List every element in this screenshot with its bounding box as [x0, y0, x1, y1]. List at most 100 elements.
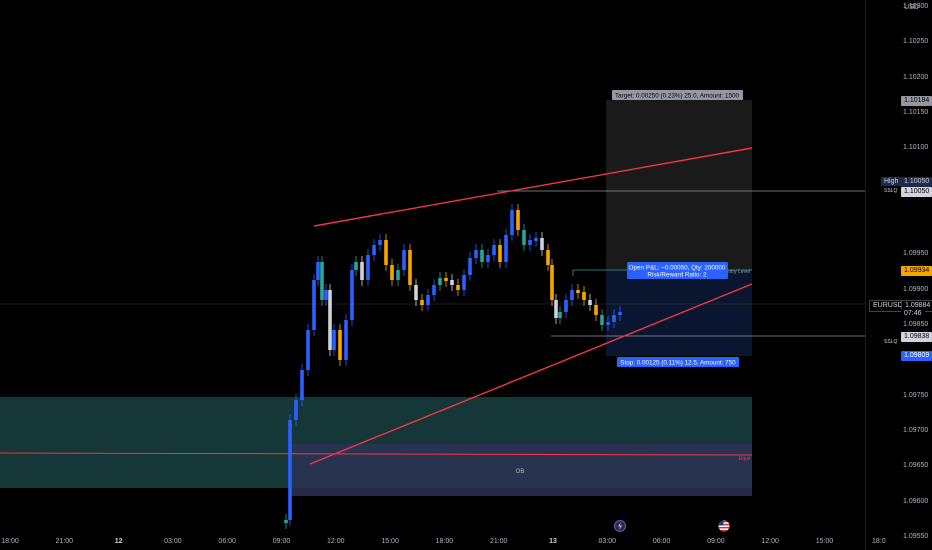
sslq-tag-label: SSLQ — [881, 337, 901, 347]
candle-body — [396, 270, 400, 280]
ssl-top-tag: SSLQ — [881, 186, 901, 196]
ob-label: OB — [516, 469, 525, 475]
svg-text:Target: 0.00250 (0.23%) 25.0,: Target: 0.00250 (0.23%) 25.0, Amount: 15… — [615, 93, 739, 100]
candle-body — [600, 315, 604, 325]
candle-body — [534, 238, 538, 241]
candle-body — [474, 250, 478, 258]
target-box[interactable] — [606, 100, 752, 270]
svg-text:Stop: 0.00125 (0.11%) 12.5, Am: Stop: 0.00125 (0.11%) 12.5, Amount: 750 — [620, 360, 736, 367]
svg-text:Risk/Reward Ratio: 2: Risk/Reward Ratio: 2 — [647, 272, 707, 279]
time-tick-label: 09:00 — [707, 538, 725, 545]
candle-body — [554, 300, 558, 318]
time-tick-label: 12:00 — [327, 538, 345, 545]
target-price-tag: 1.10184 — [901, 96, 932, 106]
time-tick-label: 03:00 — [598, 538, 617, 545]
candle-body — [332, 330, 336, 350]
candle-body — [540, 238, 544, 250]
time-axis[interactable]: 18:00 21:00 12 03:00 06:00 09:00 12:00 15:00 18:… — [0, 520, 886, 550]
candle-body — [606, 322, 610, 325]
candle-body — [438, 278, 442, 285]
sslq-price-tag: 1.09838 — [901, 332, 932, 342]
candle-body — [528, 240, 532, 245]
candle-body — [582, 292, 586, 300]
candle-body — [468, 258, 472, 275]
target-label[interactable]: Target: 0.00250 (0.23%) 25.0, Amount: 15… — [612, 90, 743, 100]
candle-body — [320, 262, 324, 300]
candle-body — [288, 420, 292, 520]
candle-body — [522, 230, 526, 245]
currency-label: USD — [904, 4, 919, 11]
candle-body — [444, 278, 448, 281]
time-tick-label: 15:00 — [381, 538, 399, 545]
candle-body — [492, 245, 496, 255]
candle-body — [366, 255, 370, 280]
candle-body — [486, 255, 490, 262]
candle-body — [384, 240, 388, 265]
candle-body — [324, 290, 328, 300]
candle-body — [306, 330, 310, 370]
candle-body — [328, 290, 332, 350]
candle-body — [354, 262, 358, 270]
lower-trendline[interactable] — [309, 283, 753, 465]
candle-body — [594, 305, 598, 315]
candle-body — [420, 300, 424, 305]
lightning-icon[interactable] — [614, 520, 626, 532]
entry-level-label: Entry Level — [725, 269, 750, 275]
chart-area[interactable]: OB Equil Entry Level Target: 0.00250 (0.… — [0, 0, 865, 530]
high-tag-label: High — [881, 177, 902, 187]
time-tick-label: 09:00 — [272, 538, 291, 545]
candle-body — [546, 250, 550, 265]
time-tick-label: 12:00 — [761, 538, 779, 545]
price-axis[interactable]: USD 1.10300 1.10250 1.10200 1.10150 1.10100 1… — [865, 0, 932, 550]
candle-body — [350, 270, 354, 320]
candlestick-series[interactable] — [284, 204, 622, 529]
candle-body — [510, 210, 514, 235]
candle-body — [312, 280, 316, 330]
candle-body — [402, 250, 406, 270]
stop-label[interactable]: Stop: 0.00125 (0.11%) 12.5, Amount: 750 — [617, 357, 739, 367]
time-tick-label: 18:00 — [435, 538, 454, 545]
ob-inner-zone — [290, 444, 752, 496]
candle-body — [316, 262, 320, 280]
chart-canvas[interactable]: OB Equil Entry Level Target: 0.00250 (0.… — [0, 0, 865, 530]
candle-body — [558, 312, 562, 318]
candle-body — [576, 290, 580, 293]
candle-body — [564, 300, 568, 312]
time-tick-label: 03:00 — [164, 538, 182, 545]
high-line-price-tag: 1.10050 — [901, 187, 932, 197]
countdown-tag: 07:46 — [901, 309, 925, 319]
price-tick-label: 1.09750 — [903, 391, 929, 399]
price-tick-label: 1.09600 — [903, 497, 929, 505]
price-tick-label: 1.09850 — [903, 321, 929, 328]
candle-body — [300, 370, 304, 400]
entry-price-tag: 1.09934 — [901, 266, 932, 276]
us-flag-icon[interactable] — [718, 520, 730, 532]
candle-body — [550, 265, 554, 300]
candle-body — [344, 320, 348, 360]
time-tick-label: 18:0 — [871, 538, 886, 545]
candle-body — [432, 285, 436, 295]
time-tick-label: 15:00 — [815, 538, 834, 545]
price-tick-label: 1.10300 — [903, 3, 929, 10]
candle-body — [414, 285, 418, 300]
candle-body — [378, 240, 382, 245]
time-tick-label: 06:00 — [652, 538, 671, 545]
candle-body — [516, 210, 520, 230]
equilibrium-line — [0, 452, 753, 456]
candle-body — [360, 262, 364, 280]
price-tick-label: 1.09650 — [903, 462, 929, 470]
equilibrium-label: Equil — [739, 456, 750, 462]
upper-trendline[interactable] — [313, 147, 753, 227]
symbol-tag: EURUSD — [869, 300, 907, 312]
candle-body — [480, 250, 484, 262]
candle-body — [456, 285, 460, 290]
candle-body — [408, 250, 412, 285]
time-tick-label: 06:00 — [218, 538, 236, 545]
candle-body — [462, 275, 466, 290]
price-tick-label: 1.09900 — [903, 285, 929, 293]
time-tick-label: 13 — [549, 538, 557, 545]
price-tick-label: 1.10100 — [903, 144, 929, 152]
candle-body — [426, 295, 430, 305]
open-pl-label[interactable]: Open P&L: −0.00050, Qty: 200000 Risk/Rew… — [627, 262, 728, 279]
candle-body — [390, 265, 394, 280]
